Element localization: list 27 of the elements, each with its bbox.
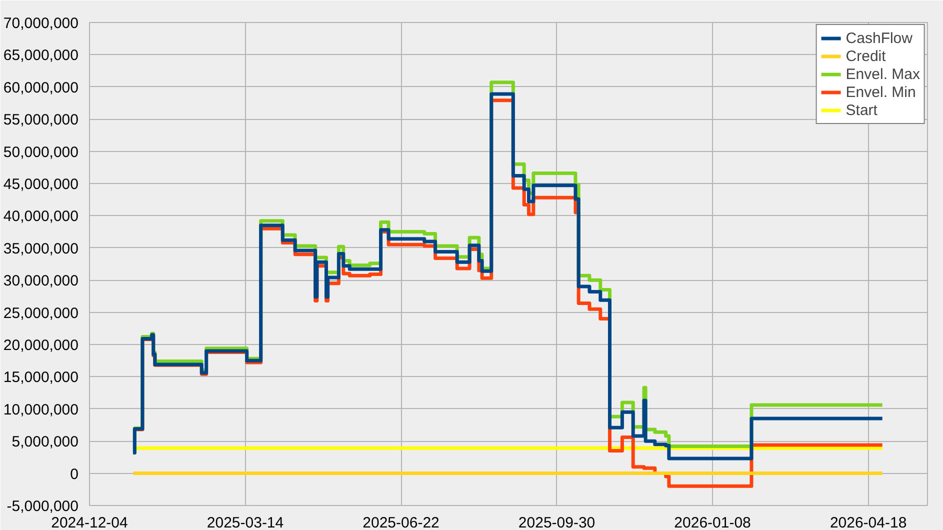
y-tick-label: 40,000,000 — [3, 208, 79, 226]
y-tick-label: 70,000,000 — [3, 15, 79, 32]
legend-label: Start — [846, 101, 878, 119]
legend-label: Credit — [846, 47, 886, 65]
x-tick-label: 2026-01-08 — [674, 514, 751, 530]
legend-label: Envel. Min — [846, 83, 916, 101]
y-tick-label: 25,000,000 — [3, 304, 79, 322]
legend-label: CashFlow — [846, 29, 912, 47]
x-tick-label: 2024-12-04 — [51, 514, 128, 530]
y-tick-label: 60,000,000 — [3, 79, 79, 96]
legend-label: Envel. Max — [846, 65, 920, 83]
y-tick-label: 55,000,000 — [3, 112, 79, 129]
y-tick-label: 35,000,000 — [3, 240, 79, 258]
y-tick-label: 45,000,000 — [3, 176, 79, 193]
x-tick-label: 2025-06-22 — [362, 514, 440, 530]
y-tick-label: 30,000,000 — [3, 272, 79, 290]
y-tick-label: 65,000,000 — [3, 47, 79, 64]
y-tick-label: 20,000,000 — [3, 337, 79, 354]
y-tick-label: 0 — [70, 466, 78, 483]
y-tick-label: 5,000,000 — [12, 434, 79, 451]
x-tick-label: 2025-03-14 — [206, 514, 284, 530]
y-tick-label: -5,000,000 — [6, 498, 79, 515]
y-tick-label: 50,000,000 — [3, 144, 79, 161]
x-tick-label: 2026-04-18 — [830, 514, 907, 530]
y-tick-label: 10,000,000 — [3, 401, 79, 418]
x-tick-label: 2025-09-30 — [518, 514, 596, 530]
y-tick-label: 15,000,000 — [3, 369, 79, 386]
